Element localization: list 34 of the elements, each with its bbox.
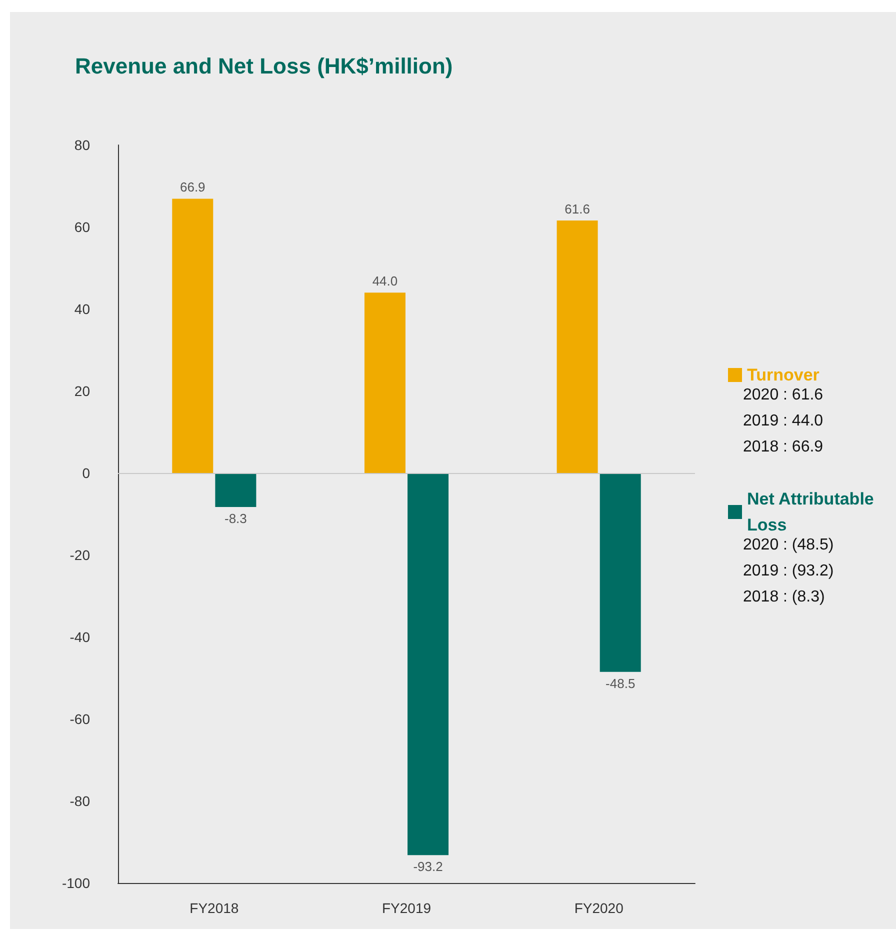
bar bbox=[364, 292, 406, 473]
x-tick-label: FY2018 bbox=[190, 900, 239, 916]
bar bbox=[215, 473, 256, 508]
y-tick-label: -60 bbox=[70, 711, 90, 727]
y-tick-label: -100 bbox=[62, 875, 90, 891]
legend-label: Turnover bbox=[747, 366, 820, 384]
text: 2020 : (48.5) bbox=[743, 536, 834, 554]
bar bbox=[556, 220, 598, 473]
y-tick-label: -40 bbox=[70, 629, 90, 645]
text: 2018 : 66.9 bbox=[743, 438, 824, 456]
y-tick-label: 0 bbox=[82, 465, 90, 481]
x-tick-label: FY2019 bbox=[382, 900, 432, 916]
y-tick-label: 80 bbox=[74, 137, 90, 153]
legend-label: Net Attributable Loss bbox=[747, 490, 879, 534]
data-label: 66.9 bbox=[180, 180, 206, 195]
text: 2018 : (8.3) bbox=[743, 588, 825, 606]
data-label: -8.3 bbox=[224, 511, 247, 526]
bar bbox=[600, 473, 641, 672]
y-tick-label: -20 bbox=[70, 547, 90, 563]
text: 2020 : 61.6 bbox=[743, 386, 824, 404]
data-label: 44.0 bbox=[372, 274, 398, 289]
y-tick-label: 60 bbox=[74, 219, 90, 235]
bar bbox=[172, 198, 214, 473]
text: 2019 : (93.2) bbox=[743, 562, 834, 580]
y-tick-label: 40 bbox=[74, 301, 90, 317]
data-label: 61.6 bbox=[564, 201, 590, 216]
bar bbox=[408, 473, 449, 856]
data-label: -93.2 bbox=[413, 859, 443, 874]
text: 2019 : 44.0 bbox=[743, 412, 824, 430]
data-label: -48.5 bbox=[606, 676, 636, 691]
y-tick-label: 20 bbox=[74, 383, 90, 399]
x-tick-label: FY2020 bbox=[574, 900, 624, 916]
y-tick-label: -80 bbox=[70, 793, 90, 809]
chart-title: Revenue and Net Loss (HK$’million) bbox=[75, 54, 453, 78]
